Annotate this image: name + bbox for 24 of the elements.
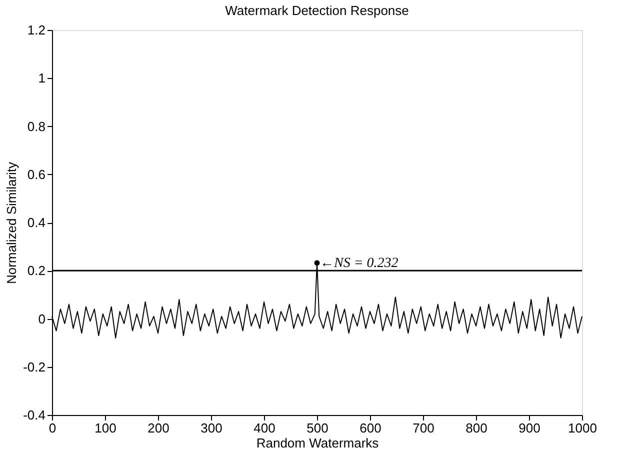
y-tick-label: 1.2 <box>27 22 46 38</box>
x-tick-label: 400 <box>254 420 276 436</box>
x-axis-title: Random Watermarks <box>256 436 380 450</box>
y-tick-label: -0.4 <box>23 408 46 422</box>
y-axis-title: Normalized Similarity <box>4 161 20 284</box>
y-tick-label: 0.8 <box>27 118 46 134</box>
x-tick-label: 600 <box>360 420 382 436</box>
y-tick-label: 0.2 <box>27 263 46 278</box>
x-tick-label: 300 <box>200 420 222 436</box>
x-tick-label: 500 <box>306 420 328 436</box>
x-tick-label: 0 <box>48 420 56 436</box>
x-tick-label: 100 <box>94 420 116 436</box>
x-tick-label: 200 <box>148 420 170 436</box>
x-tick-label: 800 <box>466 420 488 436</box>
annotation: ←NS = 0.232 <box>320 256 398 271</box>
x-tick-label: 700 <box>412 420 434 436</box>
chart-title: Watermark Detection Response <box>225 3 409 18</box>
y-tick-label: 0.4 <box>27 215 46 230</box>
x-tick-label: 1000 <box>568 420 597 436</box>
y-tick-label: -0.2 <box>23 359 46 374</box>
y-tick-label: 0 <box>38 311 46 326</box>
y-tick-label: 1 <box>38 70 46 86</box>
y-tick-label: 0.6 <box>27 166 46 182</box>
x-tick-label: 900 <box>518 420 540 436</box>
